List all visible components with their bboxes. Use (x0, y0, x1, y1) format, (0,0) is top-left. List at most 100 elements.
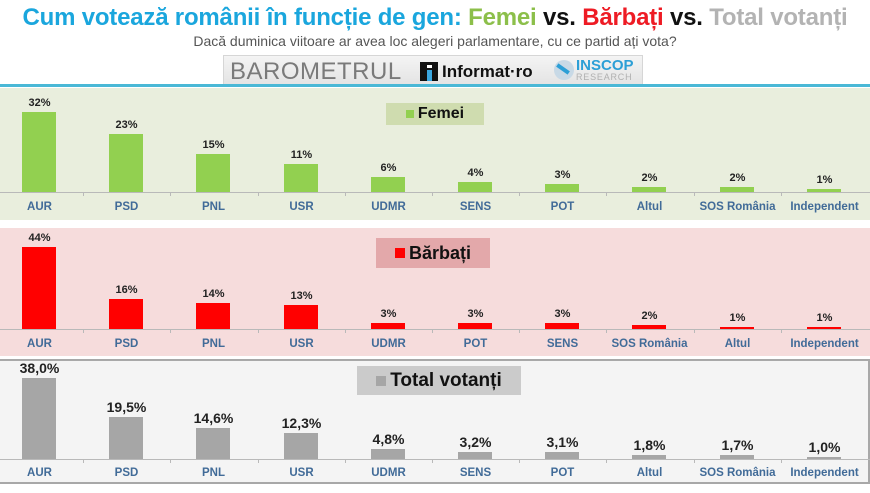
bar-group: 3% UDMR (345, 228, 436, 356)
axis-tick (519, 192, 520, 196)
bar (22, 112, 56, 192)
bar-group: 2% SOS România (694, 88, 785, 220)
bar (458, 182, 492, 192)
data-label: 14,6% (193, 410, 234, 426)
data-label: 3% (554, 169, 571, 181)
bar-group: 3,1% POT (519, 361, 610, 482)
x-axis (0, 459, 870, 460)
category-label: SENS (459, 201, 492, 213)
data-label: 6% (380, 162, 397, 174)
x-axis (0, 329, 870, 330)
bar (371, 177, 405, 192)
research-label: RESEARCH (576, 72, 633, 82)
bar-group: 4,8% UDMR (345, 361, 436, 482)
axis-tick (170, 329, 171, 333)
bar (284, 305, 318, 329)
inscop-logo-icon (554, 60, 574, 80)
axis-tick (170, 192, 171, 196)
bar (720, 327, 754, 329)
axis-tick (606, 329, 607, 333)
header: Cum votează românii în funcție de gen: F… (0, 0, 870, 87)
data-label: 23% (115, 119, 138, 131)
category-label: Independent (790, 467, 859, 479)
informat-logo: Informat·ro (442, 62, 533, 81)
bar-group: 12,3% USR (258, 361, 349, 482)
bar (720, 187, 754, 192)
data-label: 1,7% (721, 437, 754, 453)
informat-logo-icon (420, 62, 438, 81)
data-label: 38,0% (19, 360, 60, 376)
header-divider (0, 84, 870, 87)
bar-group: 3% SENS (519, 228, 610, 356)
axis-tick (432, 459, 433, 463)
axis-tick (694, 192, 695, 196)
x-axis (0, 192, 870, 193)
category-label: Independent (790, 338, 859, 350)
legend-barbati: Bărbați (376, 238, 490, 268)
legend-swatch (376, 375, 387, 386)
bar-group: 23% PSD (83, 88, 174, 220)
data-label: 3% (554, 308, 571, 320)
axis-tick (83, 329, 84, 333)
category-label: AUR (27, 467, 52, 479)
category-label: SOS România (611, 338, 688, 350)
bar-group: 1,7% SOS România (694, 361, 785, 482)
category-label: AUR (27, 201, 52, 213)
data-label: 3,2% (459, 434, 492, 450)
bar (807, 457, 841, 459)
bar-group: 3% POT (432, 228, 523, 356)
bar (22, 378, 56, 459)
bar-group: 4% SENS (432, 88, 523, 220)
category-label: UDMR (371, 338, 406, 350)
subtitle: Dacă duminica viitoare ar avea loc alege… (193, 33, 677, 49)
axis-tick (519, 459, 520, 463)
data-label: 14% (202, 288, 225, 300)
axis-tick (432, 192, 433, 196)
data-label: 44% (28, 232, 51, 244)
chart-total: Total votanți 38,0% AUR 19,5% PSD 14,6% PNL 12… (0, 359, 870, 484)
bar-group: 1,8% Altul (606, 361, 697, 482)
bar (458, 452, 492, 459)
data-label: 4% (467, 167, 484, 179)
data-label: 1% (729, 312, 746, 324)
axis-tick (258, 459, 259, 463)
data-label: 2% (641, 310, 658, 322)
category-label: Altul (724, 338, 751, 350)
axis-tick (345, 459, 346, 463)
data-label: 16% (115, 284, 138, 296)
category-label: SOS România (699, 467, 776, 479)
bar (109, 299, 143, 329)
bar (196, 303, 230, 329)
bar-group: 38,0% AUR (0, 360, 87, 482)
data-label: 2% (729, 172, 746, 184)
axis-tick (694, 329, 695, 333)
category-label: USR (289, 467, 314, 479)
category-label: PSD (114, 201, 139, 213)
barometrul-logo: BAROMETRUL (230, 58, 402, 85)
bar-group: 14,6% PNL (170, 361, 261, 482)
bar (545, 323, 579, 329)
data-label: 4,8% (372, 431, 405, 447)
bar (545, 184, 579, 192)
category-label: PSD (114, 338, 139, 350)
category-label: SOS România (699, 201, 776, 213)
category-label: Altul (636, 201, 663, 213)
data-label: 13% (290, 290, 313, 302)
category-label: USR (289, 338, 314, 350)
axis-tick (519, 329, 520, 333)
data-label: 1,0% (808, 439, 841, 455)
legend-femei: Femei (386, 103, 484, 125)
axis-tick (83, 459, 84, 463)
category-label: USR (289, 201, 314, 213)
bar-group: 3,2% SENS (432, 361, 523, 482)
logo-band: BAROMETRUL Informat·ro INSCOP RESEARCH (223, 55, 643, 85)
bar-group: 1% Independent (781, 88, 870, 220)
category-label: PSD (114, 467, 139, 479)
data-label: 3% (380, 308, 397, 320)
data-label: 1% (816, 312, 833, 324)
bar (545, 452, 579, 459)
bar (284, 164, 318, 192)
chart-femei: Femei 32% AUR 23% PSD 15% PNL 11% USR 6% UDMR 4% SE… (0, 88, 870, 220)
bar-group: 13% USR (258, 228, 349, 356)
bar (196, 428, 230, 459)
